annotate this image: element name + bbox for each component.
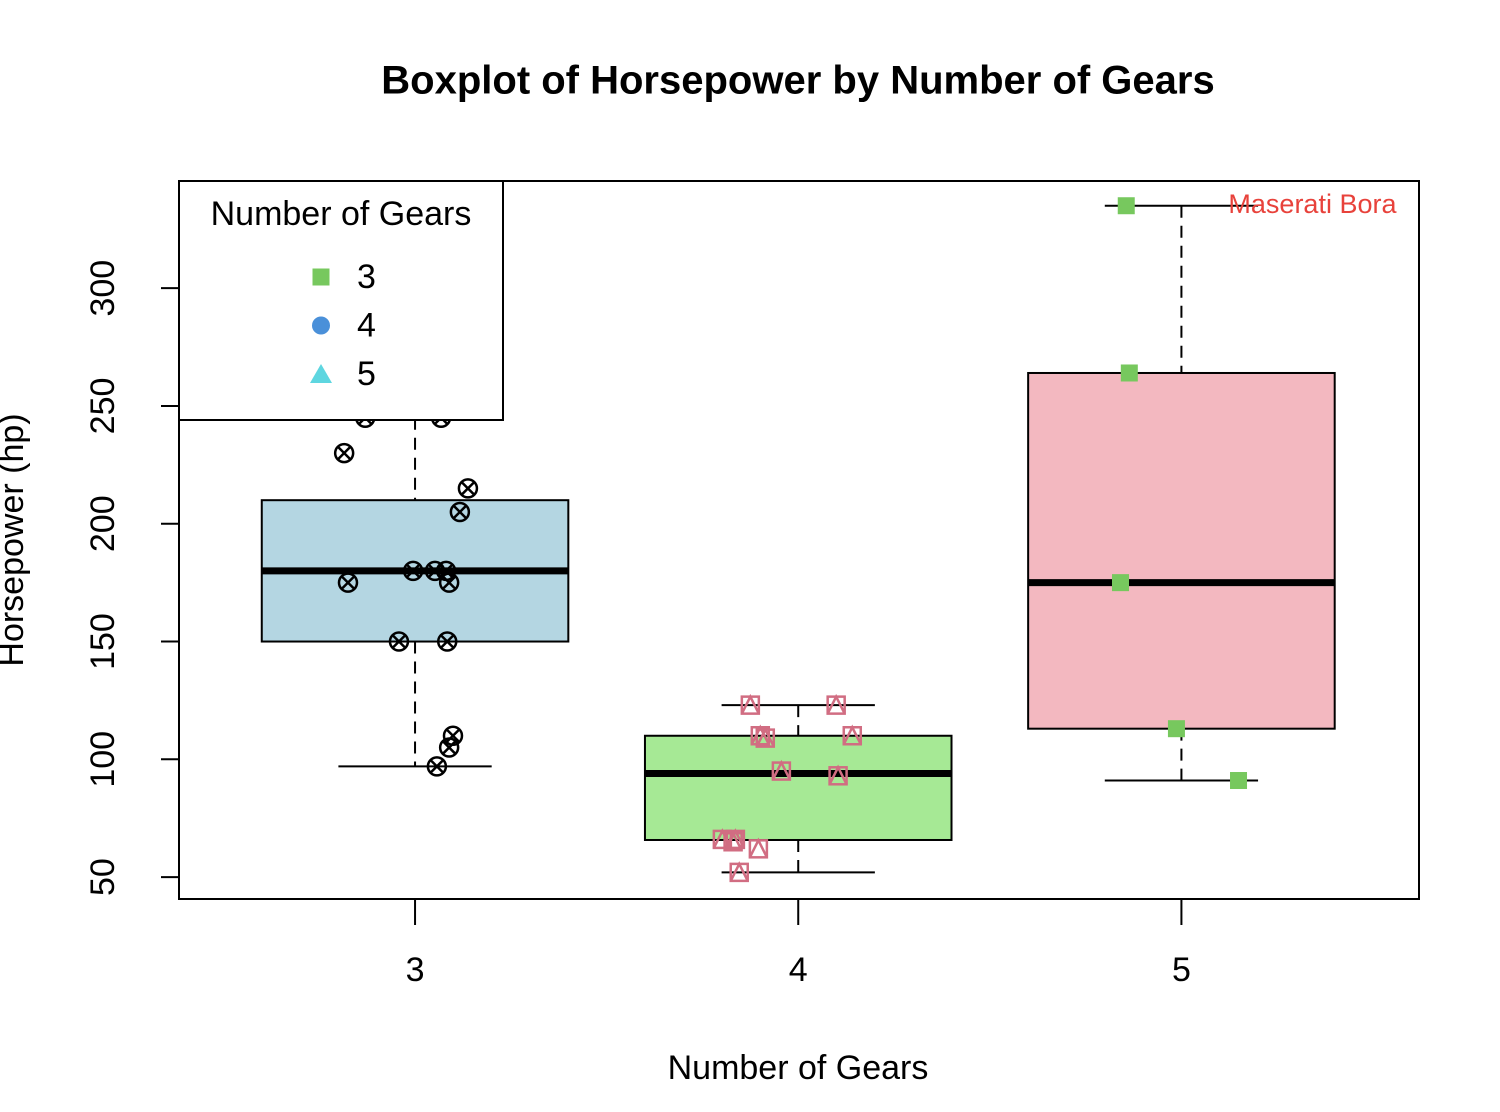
marker-part bbox=[771, 759, 791, 781]
marker-part bbox=[828, 764, 848, 785]
point bbox=[1120, 364, 1138, 382]
point bbox=[449, 501, 471, 523]
marker-part bbox=[842, 724, 862, 745]
marker-part bbox=[1230, 772, 1248, 790]
marker-part bbox=[725, 828, 746, 849]
marker-part bbox=[452, 504, 468, 520]
plot-frame bbox=[178, 180, 1420, 900]
marker-part bbox=[460, 481, 476, 496]
marker-part bbox=[439, 634, 455, 649]
point bbox=[333, 442, 355, 464]
point bbox=[725, 828, 746, 850]
point bbox=[436, 631, 458, 652]
point bbox=[771, 759, 792, 781]
point bbox=[826, 693, 846, 715]
point bbox=[1230, 772, 1248, 790]
marker-part bbox=[729, 861, 749, 882]
marker-part bbox=[445, 728, 461, 744]
point bbox=[1167, 720, 1185, 738]
point bbox=[755, 726, 776, 748]
marker-part bbox=[337, 572, 359, 593]
marker-part bbox=[312, 268, 330, 286]
point bbox=[388, 631, 410, 652]
annotation-group: Maserati Bora bbox=[1228, 189, 1397, 219]
marker-part bbox=[441, 575, 457, 590]
point bbox=[337, 572, 359, 593]
legend-marker bbox=[312, 316, 330, 335]
legend-label: 3 bbox=[357, 258, 376, 296]
x-axis-label: Number of Gears bbox=[668, 1049, 929, 1087]
marker-part bbox=[391, 634, 407, 649]
x-tick-label: 4 bbox=[789, 951, 808, 989]
legend-marker bbox=[312, 268, 330, 286]
marker-part bbox=[750, 724, 770, 745]
marker-part bbox=[826, 693, 846, 715]
marker-part bbox=[402, 560, 424, 582]
chart-title: Boxplot of Horsepower by Number of Gears bbox=[381, 59, 1214, 103]
marker-part bbox=[441, 740, 457, 755]
marker-part bbox=[457, 478, 479, 499]
y-tick-label: 250 bbox=[84, 378, 122, 435]
y-tick-label: 200 bbox=[84, 495, 122, 552]
point bbox=[842, 724, 863, 746]
marker-part bbox=[310, 364, 332, 383]
marker-part bbox=[429, 759, 445, 774]
box bbox=[1027, 371, 1336, 730]
legend-label: 5 bbox=[357, 355, 376, 393]
marker-part bbox=[1111, 574, 1129, 592]
x-tick-label: 3 bbox=[406, 951, 425, 989]
point bbox=[740, 693, 761, 715]
point bbox=[457, 478, 479, 499]
y-tick-label: 100 bbox=[84, 731, 122, 788]
marker-part bbox=[748, 837, 769, 858]
marker-part bbox=[340, 575, 356, 590]
point bbox=[828, 764, 848, 786]
marker-part bbox=[438, 563, 454, 579]
point bbox=[426, 756, 448, 777]
y-tick-label: 50 bbox=[84, 858, 122, 896]
marker-part bbox=[449, 501, 471, 523]
marker-part bbox=[336, 445, 352, 461]
y-tick-label: 300 bbox=[84, 260, 122, 317]
y-axis-label: Horsepower (hp) bbox=[0, 413, 31, 666]
x-tick-label: 5 bbox=[1172, 951, 1191, 989]
point bbox=[748, 837, 769, 859]
point bbox=[1111, 574, 1129, 592]
marker-part bbox=[388, 631, 410, 652]
legend-label: 4 bbox=[357, 306, 376, 344]
marker-part bbox=[405, 563, 421, 579]
marker-part bbox=[333, 442, 355, 464]
marker-part bbox=[1120, 364, 1138, 382]
point bbox=[729, 861, 749, 883]
marker-part bbox=[438, 572, 460, 593]
marker-part bbox=[1167, 720, 1185, 738]
marker-part bbox=[1117, 197, 1135, 215]
marker-part bbox=[312, 316, 330, 335]
point bbox=[438, 737, 460, 758]
y-tick-label: 150 bbox=[84, 613, 122, 670]
point bbox=[1117, 197, 1135, 215]
marker-part bbox=[424, 560, 446, 582]
legend-marker bbox=[310, 364, 332, 383]
marker-part bbox=[436, 631, 458, 652]
marker-part bbox=[438, 737, 460, 758]
annotation: Maserati Bora bbox=[1228, 189, 1397, 219]
marker-part bbox=[426, 756, 448, 777]
point bbox=[402, 560, 424, 582]
box bbox=[643, 734, 953, 841]
marker-part bbox=[755, 726, 775, 748]
point bbox=[438, 572, 460, 593]
marker-part bbox=[740, 693, 760, 715]
legend-title: Number of Gears bbox=[211, 195, 472, 233]
